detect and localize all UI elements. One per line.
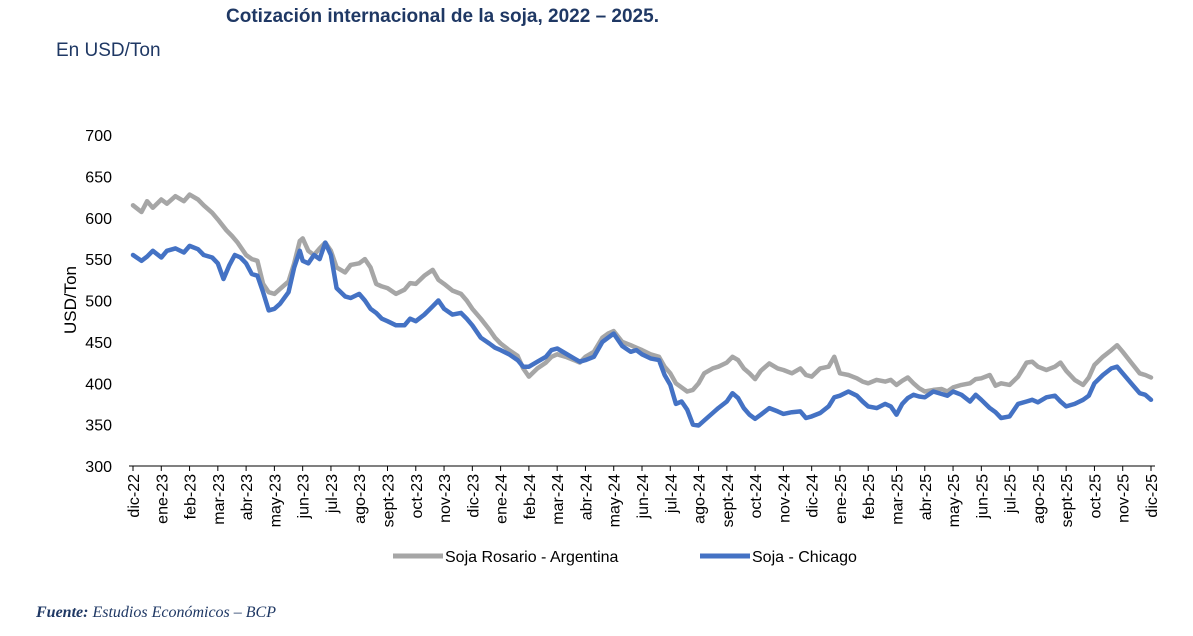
x-tick-label: ago-25	[1031, 474, 1048, 524]
x-tick-label: abr-24	[578, 474, 595, 520]
y-tick-label: 600	[85, 211, 112, 228]
x-tick-label: feb-25	[861, 474, 878, 519]
series-line-chicago	[130, 240, 1154, 428]
x-tick-label: may-23	[267, 474, 284, 527]
x-tick-label: feb-23	[183, 474, 200, 519]
x-tick-label: mar-23	[211, 474, 228, 525]
x-axis: dic-22 ene-23 feb-23 mar-23 abr-23 may-23 jun-…	[126, 465, 1161, 527]
x-tick-label: may-24	[607, 474, 624, 527]
y-axis-title: USD/Ton	[61, 266, 80, 334]
y-tick-label: 650	[85, 169, 112, 186]
y-tick-label: 500	[85, 294, 112, 311]
x-tick-label: ago-23	[352, 474, 369, 524]
x-tick-label: jun-23	[296, 474, 313, 520]
source-note: Fuente: Estudios Económicos – BCP	[36, 604, 276, 622]
x-tick-label: jul-24	[663, 474, 680, 514]
y-axis: 300 350 400 450 500 550 600 650 700	[85, 128, 112, 476]
x-tick-label: ene-23	[154, 474, 171, 524]
x-tick-label: dic-25	[1144, 474, 1161, 518]
legend-label: Soja - Chicago	[752, 549, 857, 566]
x-tick-label: ene-25	[833, 474, 850, 524]
source-label: Fuente:	[36, 604, 89, 621]
x-tick-label: may-25	[946, 474, 963, 527]
x-tick-label: jun-24	[635, 474, 652, 520]
x-tick-label: sept-25	[1059, 474, 1076, 527]
y-tick-label: 450	[85, 335, 112, 352]
x-tick-label: feb-24	[522, 474, 539, 519]
y-tick-label: 550	[85, 252, 112, 269]
x-tick-label: mar-25	[890, 474, 907, 525]
x-tick-label: sept-23	[381, 474, 398, 527]
x-tick-label: nov-24	[776, 474, 793, 523]
y-tick-label: 700	[85, 128, 112, 145]
x-tick-label: dic-24	[805, 474, 822, 518]
x-tick-label: jul-23	[324, 474, 341, 514]
x-tick-label: sept-24	[720, 474, 737, 527]
x-tick-label: oct-24	[748, 474, 765, 519]
x-tick-label: nov-23	[437, 474, 454, 523]
x-tick-label: dic-23	[465, 474, 482, 518]
line-chart: 300 350 400 450 500 550 600 650 700 dic-22 ene-23…	[61, 128, 1161, 566]
series-line-rosario	[130, 192, 1154, 394]
y-tick-label: 400	[85, 376, 112, 393]
y-tick-label: 300	[85, 459, 112, 476]
x-tick-label: jul-25	[1003, 474, 1020, 514]
x-tick-label: ago-24	[692, 474, 709, 524]
x-tick-label: abr-25	[918, 474, 935, 520]
x-tick-label: nov-25	[1116, 474, 1133, 523]
series-layer	[130, 192, 1154, 428]
x-tick-label: abr-23	[239, 474, 256, 520]
x-tick-label: jun-25	[974, 474, 991, 520]
x-tick-label: oct-23	[409, 474, 426, 519]
x-tick-label: mar-24	[550, 474, 567, 525]
x-tick-label: dic-22	[126, 474, 143, 518]
source-text: Estudios Económicos – BCP	[88, 604, 276, 621]
legend: Soja Rosario - Argentina Soja - Chicago	[393, 549, 857, 566]
x-tick-label: ene-24	[494, 474, 511, 524]
y-tick-label: 350	[85, 418, 112, 435]
chart-subtitle: En USD/Ton	[56, 40, 161, 61]
chart-title: Cotización internacional de la soja, 202…	[226, 6, 659, 27]
x-tick-label: oct-25	[1087, 474, 1104, 519]
legend-label: Soja Rosario - Argentina	[445, 549, 619, 566]
